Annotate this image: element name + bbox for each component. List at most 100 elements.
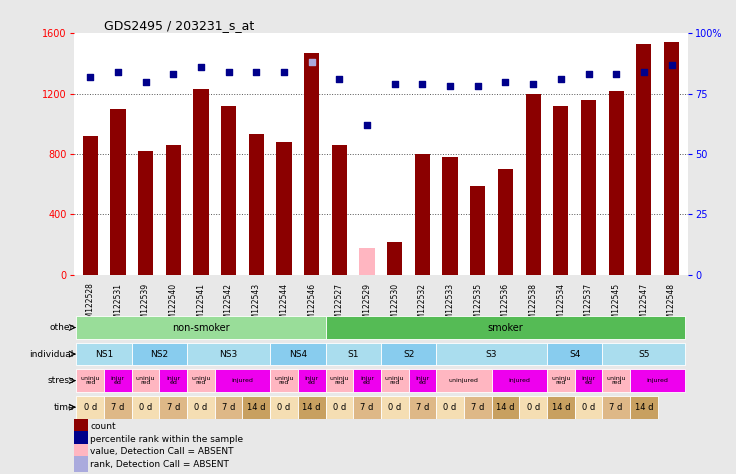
- Text: injur
ed: injur ed: [415, 376, 430, 385]
- FancyBboxPatch shape: [381, 343, 436, 365]
- Point: [555, 75, 567, 83]
- FancyBboxPatch shape: [77, 343, 132, 365]
- FancyBboxPatch shape: [270, 396, 298, 419]
- FancyBboxPatch shape: [160, 369, 187, 392]
- Text: 0 d: 0 d: [194, 403, 208, 411]
- Bar: [442, 157, 458, 275]
- Text: injur
ed: injur ed: [305, 376, 319, 385]
- FancyBboxPatch shape: [215, 396, 242, 419]
- Text: percentile rank within the sample: percentile rank within the sample: [91, 435, 244, 444]
- FancyBboxPatch shape: [298, 396, 325, 419]
- FancyBboxPatch shape: [325, 369, 353, 392]
- Text: 7 d: 7 d: [166, 403, 180, 411]
- Text: 0 d: 0 d: [388, 403, 401, 411]
- Point: [305, 58, 317, 66]
- Bar: [138, 151, 153, 275]
- Bar: [387, 242, 403, 275]
- Point: [278, 68, 290, 76]
- Text: 7 d: 7 d: [416, 403, 429, 411]
- Point: [583, 71, 595, 78]
- Text: count: count: [91, 422, 116, 431]
- FancyBboxPatch shape: [353, 369, 381, 392]
- FancyBboxPatch shape: [77, 316, 325, 339]
- FancyBboxPatch shape: [270, 343, 325, 365]
- Bar: [526, 94, 541, 275]
- Text: S1: S1: [347, 350, 359, 358]
- Text: uninju
red: uninju red: [330, 376, 349, 385]
- Text: 0 d: 0 d: [582, 403, 595, 411]
- Point: [417, 80, 428, 88]
- FancyBboxPatch shape: [630, 369, 685, 392]
- FancyBboxPatch shape: [547, 343, 602, 365]
- Bar: [636, 44, 651, 275]
- Bar: [359, 248, 375, 275]
- Point: [167, 71, 179, 78]
- FancyBboxPatch shape: [575, 396, 602, 419]
- Point: [250, 68, 262, 76]
- Text: 7 d: 7 d: [222, 403, 236, 411]
- Bar: [415, 154, 430, 275]
- FancyBboxPatch shape: [187, 343, 270, 365]
- Bar: [74, 444, 88, 460]
- Text: injur
ed: injur ed: [166, 376, 180, 385]
- FancyBboxPatch shape: [408, 396, 436, 419]
- Point: [472, 82, 484, 90]
- FancyBboxPatch shape: [464, 396, 492, 419]
- FancyBboxPatch shape: [575, 369, 602, 392]
- Point: [112, 68, 124, 76]
- Text: NS2: NS2: [150, 350, 169, 358]
- FancyBboxPatch shape: [215, 369, 270, 392]
- FancyBboxPatch shape: [436, 396, 464, 419]
- Bar: [581, 100, 596, 275]
- Text: 0 d: 0 d: [84, 403, 97, 411]
- Bar: [332, 145, 347, 275]
- FancyBboxPatch shape: [132, 369, 160, 392]
- Text: smoker: smoker: [487, 322, 523, 333]
- Text: S5: S5: [638, 350, 650, 358]
- Text: 7 d: 7 d: [609, 403, 623, 411]
- Bar: [470, 186, 485, 275]
- FancyBboxPatch shape: [270, 369, 298, 392]
- Text: uninju
red: uninju red: [606, 376, 626, 385]
- Text: 14 d: 14 d: [634, 403, 653, 411]
- Text: NS3: NS3: [219, 350, 238, 358]
- Bar: [74, 431, 88, 447]
- Text: individual: individual: [29, 350, 74, 358]
- Text: non-smoker: non-smoker: [172, 322, 230, 333]
- Bar: [304, 53, 319, 275]
- FancyBboxPatch shape: [325, 396, 353, 419]
- Text: uninju
red: uninju red: [385, 376, 405, 385]
- Text: stress: stress: [47, 376, 74, 385]
- Text: rank, Detection Call = ABSENT: rank, Detection Call = ABSENT: [91, 460, 229, 469]
- Point: [223, 68, 235, 76]
- Text: injur
ed: injur ed: [581, 376, 595, 385]
- Text: NS4: NS4: [289, 350, 307, 358]
- Bar: [110, 109, 126, 275]
- FancyBboxPatch shape: [436, 343, 547, 365]
- Text: 7 d: 7 d: [361, 403, 374, 411]
- Text: uninju
red: uninju red: [551, 376, 570, 385]
- Text: uninju
red: uninju red: [80, 376, 100, 385]
- Text: other: other: [49, 323, 74, 332]
- Text: 0 d: 0 d: [333, 403, 346, 411]
- Text: 7 d: 7 d: [111, 403, 124, 411]
- FancyBboxPatch shape: [298, 369, 325, 392]
- Bar: [166, 145, 181, 275]
- FancyBboxPatch shape: [187, 396, 215, 419]
- Text: uninju
red: uninju red: [191, 376, 210, 385]
- FancyBboxPatch shape: [353, 396, 381, 419]
- Text: value, Detection Call = ABSENT: value, Detection Call = ABSENT: [91, 447, 234, 456]
- Text: S3: S3: [486, 350, 498, 358]
- Bar: [609, 91, 624, 275]
- Text: uninjured: uninjured: [449, 378, 479, 383]
- FancyBboxPatch shape: [520, 396, 547, 419]
- Text: injured: injured: [647, 378, 668, 383]
- FancyBboxPatch shape: [547, 396, 575, 419]
- Text: 0 d: 0 d: [526, 403, 539, 411]
- FancyBboxPatch shape: [547, 369, 575, 392]
- Point: [333, 75, 345, 83]
- FancyBboxPatch shape: [436, 369, 492, 392]
- Point: [85, 73, 96, 81]
- Point: [500, 78, 512, 85]
- Point: [610, 71, 622, 78]
